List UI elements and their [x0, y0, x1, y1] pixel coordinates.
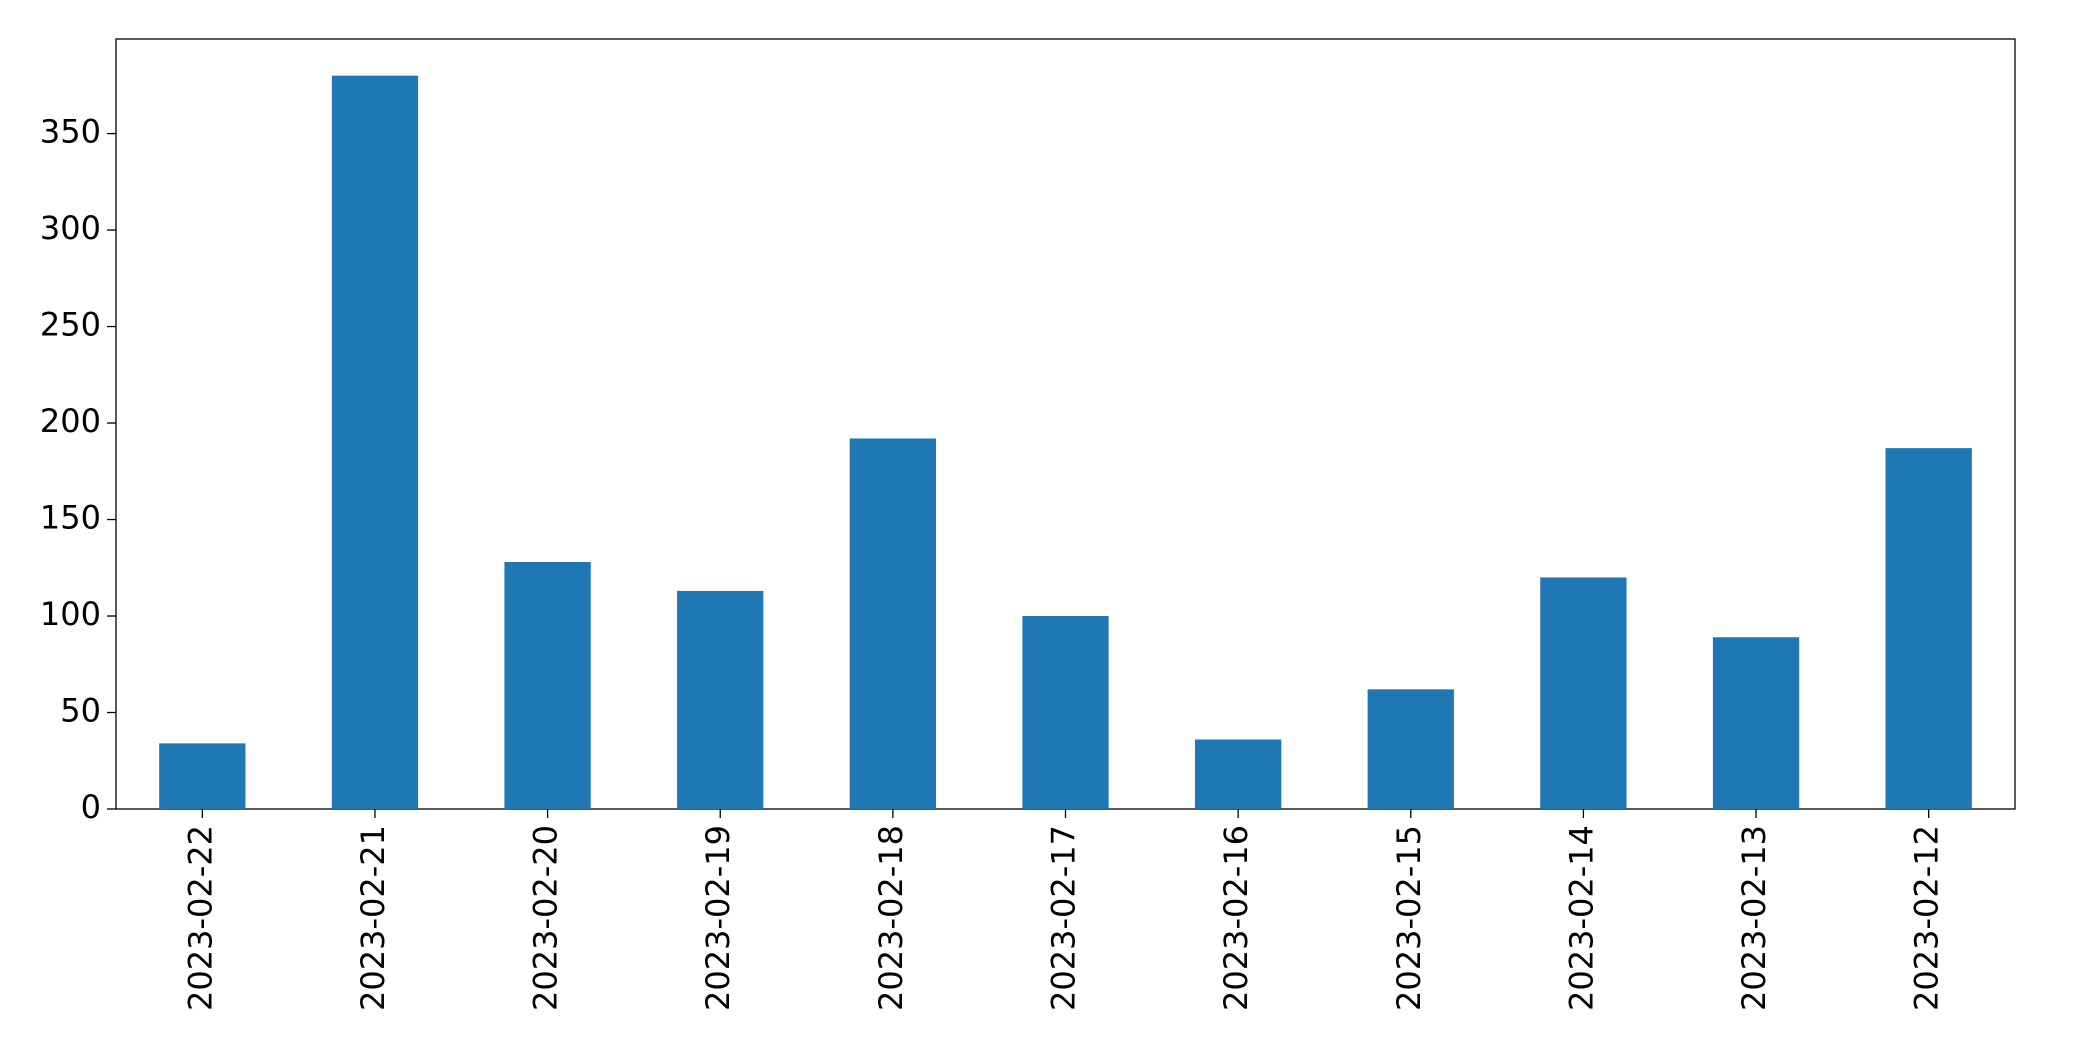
- x-tick-label: 2023-02-15: [1390, 825, 1428, 1011]
- x-tick-label: 2023-02-16: [1217, 825, 1255, 1011]
- bar: [331, 75, 419, 809]
- bar: [504, 561, 591, 809]
- bar: [1194, 739, 1282, 809]
- bar: [677, 590, 764, 809]
- y-tick-label: 300: [40, 209, 101, 247]
- bar: [849, 438, 937, 809]
- bar: [1367, 689, 1454, 809]
- bar: [1540, 577, 1627, 809]
- y-tick-label: 200: [40, 402, 101, 440]
- y-tick-label: 250: [40, 306, 101, 344]
- x-tick-label: 2023-02-22: [181, 825, 219, 1011]
- x-tick-label: 2023-02-18: [872, 825, 910, 1011]
- y-tick-label: 350: [40, 113, 101, 151]
- y-tick-label: 50: [60, 692, 101, 730]
- x-tick-label: 2023-02-14: [1562, 825, 1600, 1011]
- x-tick-label: 2023-02-12: [1908, 825, 1946, 1011]
- x-tick-label: 2023-02-13: [1735, 825, 1773, 1011]
- bar: [159, 743, 246, 809]
- x-tick-label: 2023-02-17: [1045, 825, 1083, 1011]
- x-tick-label: 2023-02-21: [354, 825, 392, 1011]
- bar: [1885, 448, 1972, 809]
- x-tick-label: 2023-02-19: [699, 825, 737, 1011]
- y-tick-label: 150: [40, 499, 101, 537]
- y-tick-label: 0: [81, 788, 101, 826]
- bar: [1022, 616, 1109, 809]
- x-tick-label: 2023-02-20: [527, 825, 565, 1011]
- bar: [1712, 637, 1800, 809]
- y-tick-label: 100: [40, 595, 101, 633]
